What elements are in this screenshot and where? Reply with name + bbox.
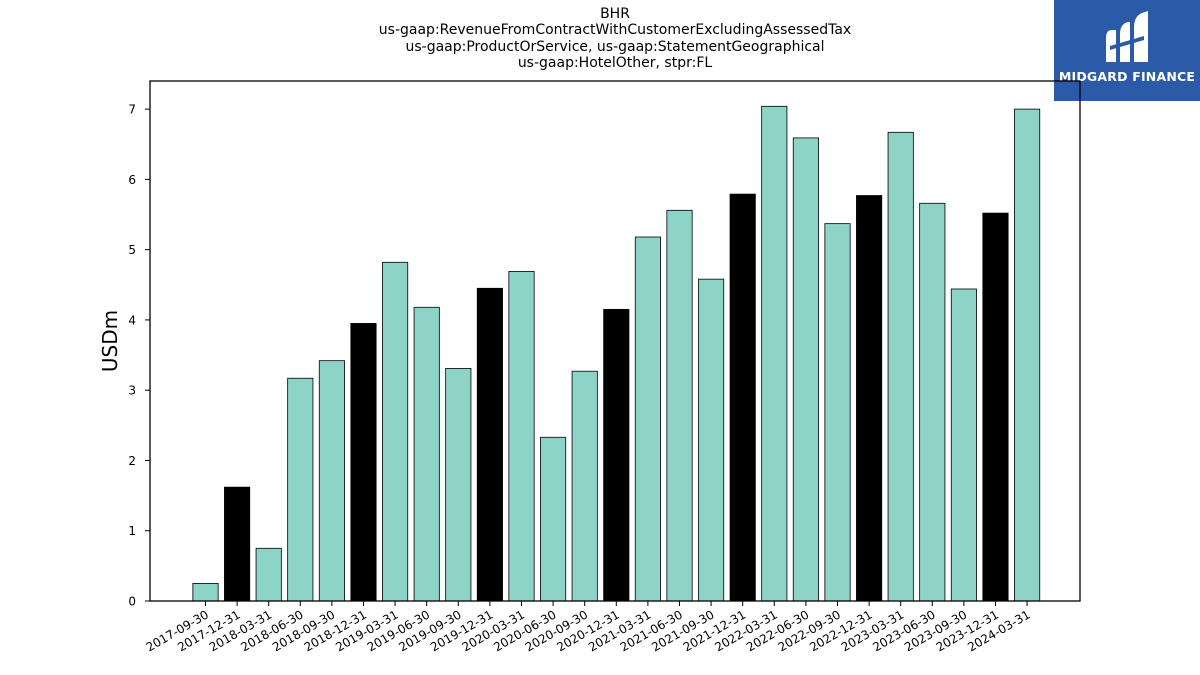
y-tick-label: 1 <box>128 524 136 538</box>
y-axis: 0 1 2 3 4 5 6 7 <box>128 103 150 609</box>
y-tick-label: 7 <box>128 103 136 117</box>
bar-2019-12-31 <box>476 287 503 602</box>
plot-frame <box>149 80 1081 602</box>
midgard-finance-logo: MIDGARD FINANCE <box>1054 0 1200 101</box>
logo-text: MIDGARD FINANCE <box>1058 69 1196 84</box>
bar-2022-12-31 <box>856 195 883 602</box>
bar-2022-09-30 <box>824 223 851 602</box>
bar-2018-12-31 <box>350 323 377 602</box>
bar-2019-03-31 <box>382 261 409 602</box>
bar-2024-03-31 <box>1014 108 1041 602</box>
bar-2022-06-30 <box>792 137 819 602</box>
midgard-logo-icon <box>1106 11 1148 62</box>
y-axis-label: USDm <box>98 310 122 372</box>
bar-2019-09-30 <box>445 368 472 602</box>
bar-2021-09-30 <box>698 278 725 602</box>
bar-2023-09-30 <box>950 288 977 602</box>
bar-series <box>192 105 1041 602</box>
chart-subtitle-line-2: us-gaap:ProductOrService, us-gaap:Statem… <box>405 38 825 55</box>
bar-2017-09-30 <box>192 583 219 602</box>
chart-subtitle-line-3: us-gaap:HotelOther, stpr:FL <box>517 54 713 71</box>
bar-2022-03-31 <box>761 105 788 602</box>
bar-2021-06-30 <box>666 209 693 602</box>
bar-2020-09-30 <box>571 370 598 602</box>
bar-2017-12-31 <box>224 486 251 602</box>
y-tick-label: 4 <box>128 313 136 327</box>
y-tick-label: 3 <box>128 384 136 398</box>
chart-title: BHR <box>600 6 630 22</box>
bar-2021-12-31 <box>729 193 756 602</box>
chart-subtitle-line-1: us-gaap:RevenueFromContractWithCustomerE… <box>378 22 852 39</box>
y-tick-label: 0 <box>128 595 136 609</box>
bar-2023-03-31 <box>887 131 914 602</box>
y-tick-label: 2 <box>128 454 136 468</box>
y-tick-label: 5 <box>128 243 136 257</box>
bar-2018-09-30 <box>318 360 345 602</box>
bar-2020-06-30 <box>540 436 567 602</box>
bar-2021-03-31 <box>634 236 661 602</box>
bar-2018-06-30 <box>287 377 314 602</box>
bar-2018-03-31 <box>255 547 282 602</box>
bar-2019-06-30 <box>413 306 440 602</box>
bar-2023-06-30 <box>919 202 946 602</box>
bar-2020-12-31 <box>603 308 630 602</box>
chart-title-block: BHR us-gaap:RevenueFromContractWithCusto… <box>150 6 1080 71</box>
y-tick-label: 6 <box>128 173 136 187</box>
bar-2020-03-31 <box>508 271 535 602</box>
bar-2023-12-31 <box>982 212 1009 602</box>
x-axis: 2017-09-302017-12-312018-03-312018-06-30… <box>144 601 1033 654</box>
